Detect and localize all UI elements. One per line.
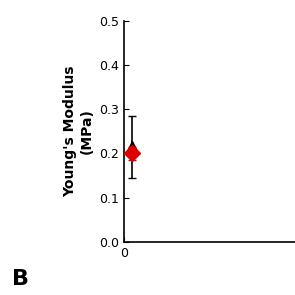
Text: B: B	[12, 269, 29, 289]
Y-axis label: Young's Modulus
(MPa): Young's Modulus (MPa)	[63, 65, 94, 197]
